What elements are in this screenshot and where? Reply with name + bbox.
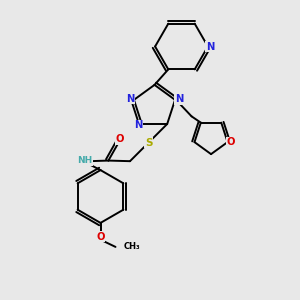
Text: CH₃: CH₃ [124,242,140,251]
Text: S: S [145,138,152,148]
Text: N: N [206,41,214,52]
Text: NH: NH [77,156,93,165]
Text: O: O [115,134,124,144]
Text: N: N [126,94,134,103]
Text: O: O [226,137,235,147]
Text: O: O [96,232,105,242]
Text: N: N [175,94,183,104]
Text: N: N [134,120,142,130]
